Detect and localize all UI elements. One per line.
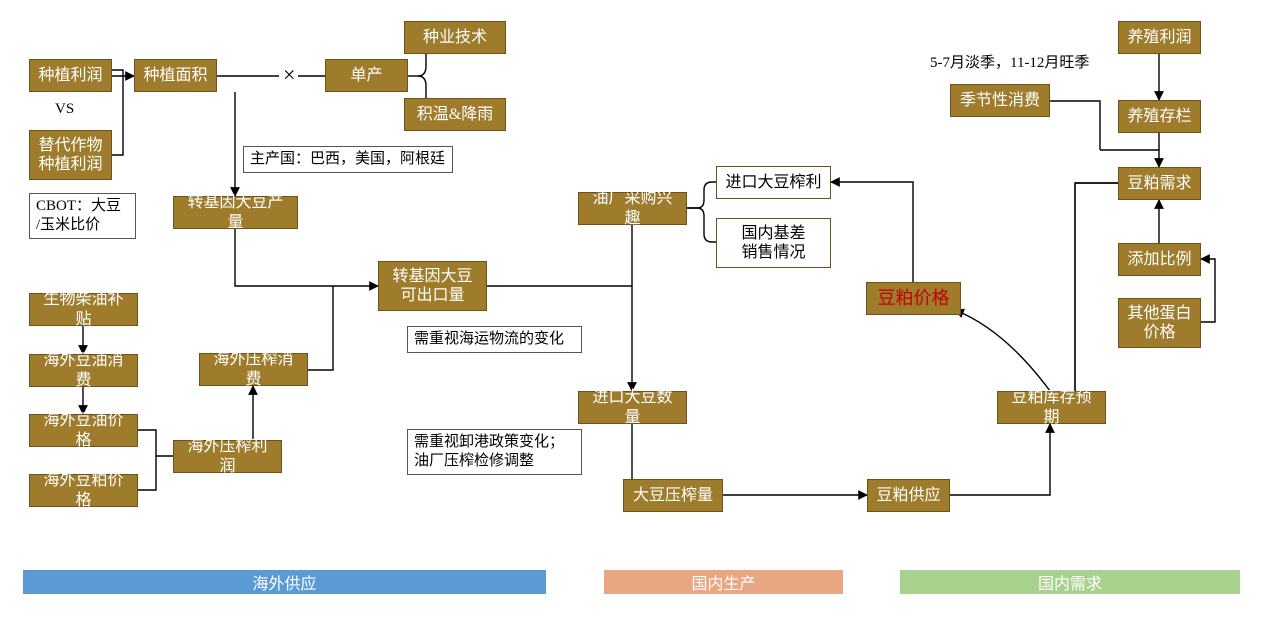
n_gm_export: 转基因大豆可出口量: [378, 261, 487, 311]
a_shipping: 需重视海运物流的变化: [407, 326, 582, 353]
a_producer: 主产国：巴西，美国，阿根廷: [243, 146, 453, 173]
n_yield: 单产: [325, 59, 408, 92]
n_substitute: 替代作物种植利润: [29, 130, 112, 180]
edges-layer: [0, 0, 1269, 623]
n_other_protein: 其他蛋白价格: [1118, 298, 1201, 348]
n_meal_supply: 豆粕供应: [867, 479, 950, 512]
n_gm_output: 转基因大豆产量: [173, 196, 298, 229]
n_planting_area: 种植面积: [134, 59, 217, 92]
n_meal_price_abroad: 海外豆粕价格: [29, 474, 138, 507]
n_crush_margin: 海外压榨利润: [173, 440, 282, 473]
n_import_qty: 进口大豆数量: [578, 391, 687, 424]
l_supply: 海外供应: [23, 570, 546, 594]
n_meal_demand: 豆粕需求: [1118, 167, 1201, 200]
n_crush_consume: 海外压榨消费: [199, 353, 308, 386]
n_oil_price: 海外豆油价格: [29, 414, 138, 447]
n_temp_rain: 积温&降雨: [404, 98, 506, 131]
n_seed_tech: 种业技术: [404, 21, 506, 54]
l_prod: 国内生产: [604, 570, 843, 594]
n_biodiesel: 生物柴油补贴: [29, 293, 138, 326]
a_vs: VS: [55, 100, 85, 120]
n_crush_qty: 大豆压榨量: [623, 479, 723, 512]
a_policy: 需重视卸港政策变化；油厂压榨检修调整: [407, 429, 582, 475]
a_season: 5-7月淡季，11-12月旺季: [930, 54, 1125, 74]
n_seasonal: 季节性消费: [950, 84, 1050, 117]
n_import_margin: 进口大豆榨利: [716, 166, 831, 199]
n_breeding_profit: 养殖利润: [1118, 21, 1201, 54]
n_oil_consume: 海外豆油消费: [29, 354, 138, 387]
n_planting_profit: 种植利润: [29, 59, 112, 92]
n_breeding_stock: 养殖存栏: [1118, 100, 1201, 133]
n_add_ratio: 添加比例: [1118, 243, 1201, 276]
n_basis_sales: 国内基差销售情况: [716, 218, 831, 268]
l_demand: 国内需求: [900, 570, 1240, 594]
n_meal_inv: 豆粕库存预期: [997, 391, 1106, 424]
n_meal_price: 豆粕价格: [866, 282, 961, 315]
a_cbot: CBOT：大豆/玉米比价: [29, 193, 136, 239]
n_mill_interest: 油厂采购兴趣: [578, 192, 687, 225]
a_times: ×: [283, 62, 295, 88]
